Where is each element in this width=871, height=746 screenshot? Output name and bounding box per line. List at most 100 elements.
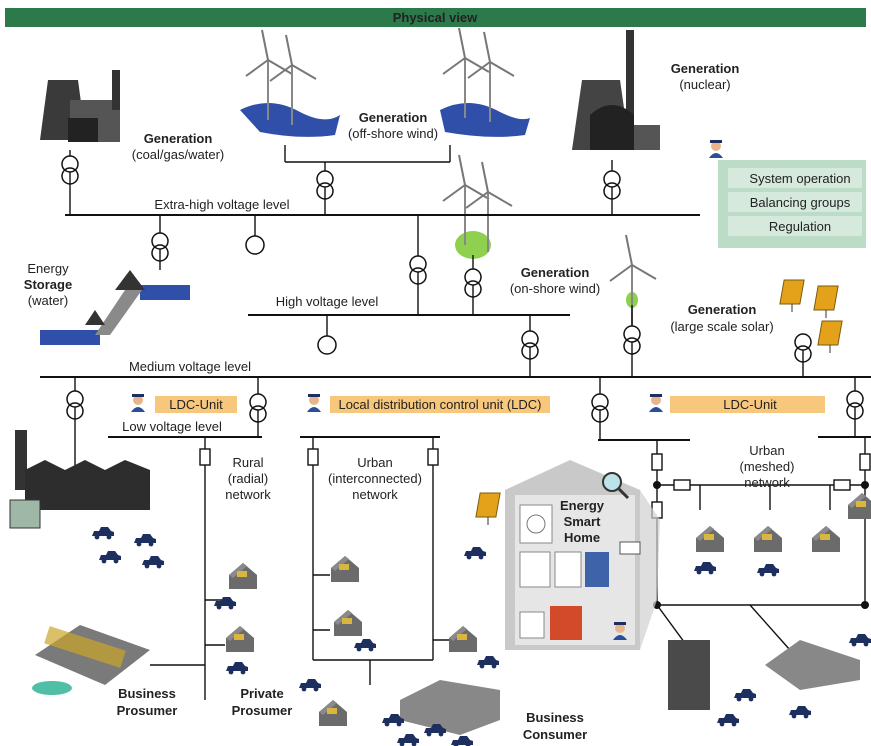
ldc-bars-part xyxy=(307,394,321,412)
buildings-part xyxy=(812,526,840,552)
connections-part xyxy=(861,601,869,609)
connections-part xyxy=(653,481,661,489)
solar-plants-part xyxy=(780,280,804,312)
vehicles-part xyxy=(214,597,236,609)
wind-turbines-part xyxy=(610,235,656,325)
label: Generation xyxy=(688,302,757,317)
smart-home-part xyxy=(464,547,486,559)
connections-part xyxy=(861,481,869,489)
smart-home-part xyxy=(555,552,581,587)
label: Prosumer xyxy=(117,703,178,718)
label: Generation xyxy=(359,110,428,125)
storage-part xyxy=(85,310,105,325)
storage-part xyxy=(40,330,100,345)
wind-turbines-part xyxy=(443,28,489,118)
buildings-part xyxy=(32,681,72,695)
ldc-bars-part xyxy=(649,394,663,412)
label: Regulation xyxy=(769,219,831,234)
storage-part xyxy=(115,270,145,290)
smart-home-part xyxy=(520,612,544,638)
label: (large scale solar) xyxy=(670,319,773,334)
buildings-part xyxy=(765,640,860,690)
buildings-part xyxy=(848,493,871,519)
wind-turbines-part xyxy=(240,103,340,137)
label: (off-shore wind) xyxy=(348,126,438,141)
connections-part xyxy=(246,236,264,254)
label: Extra-high voltage level xyxy=(154,197,289,212)
solar-plants-part xyxy=(818,321,842,353)
buildings-part xyxy=(449,626,477,652)
power-plants-part xyxy=(634,125,660,150)
solar-plants-part xyxy=(814,286,838,318)
label: (meshed) xyxy=(740,459,795,474)
label: System operation xyxy=(749,171,850,186)
smart-home-part xyxy=(476,493,500,525)
label: Low voltage level xyxy=(122,419,222,434)
vehicles-part xyxy=(477,656,499,668)
label: (coal/gas/water) xyxy=(132,147,224,162)
buildings-part xyxy=(331,556,359,582)
connections-part xyxy=(834,480,850,490)
buildings-part xyxy=(319,700,347,726)
vehicles-part xyxy=(226,662,248,674)
vehicles-part xyxy=(142,556,164,568)
vehicles-part xyxy=(717,714,739,726)
wind-turbines-part xyxy=(440,103,530,137)
label: Urban xyxy=(357,455,392,470)
power-plants-part xyxy=(590,105,634,150)
label: High voltage level xyxy=(276,294,379,309)
buildings-part xyxy=(400,680,500,735)
wind-turbines-part xyxy=(443,155,489,245)
buildings-part xyxy=(229,563,257,589)
label: Local distribution control unit (LDC) xyxy=(338,397,541,412)
label: Energy xyxy=(560,498,605,513)
smart-home xyxy=(464,460,660,650)
label: Business xyxy=(118,686,176,701)
label: network xyxy=(744,475,790,490)
power-plants-part xyxy=(112,70,120,110)
vehicles-part xyxy=(694,562,716,574)
label: Generation xyxy=(144,131,213,146)
buildings-part xyxy=(754,526,782,552)
label: Urban xyxy=(749,443,784,458)
buildings-part xyxy=(696,526,724,552)
label: network xyxy=(352,487,398,502)
connections-part xyxy=(674,480,690,490)
label: Medium voltage level xyxy=(129,359,251,374)
smart-home-part xyxy=(603,473,621,491)
physical-view-diagram: Physical viewGeneration(coal/gas/water)G… xyxy=(0,0,871,746)
storage-part xyxy=(95,290,142,335)
vehicles-part xyxy=(397,734,419,746)
connections-part xyxy=(200,449,210,465)
vehicles-part xyxy=(92,527,114,539)
buildings-part xyxy=(25,460,150,510)
label: (on-shore wind) xyxy=(510,281,600,296)
ldc-bars-part xyxy=(131,394,145,412)
vehicles-part xyxy=(789,706,811,718)
connections-part xyxy=(428,449,438,465)
vehicles-part xyxy=(849,634,871,646)
smart-home-part xyxy=(520,552,550,587)
label: network xyxy=(225,487,271,502)
connections-part xyxy=(308,449,318,465)
label: (radial) xyxy=(228,471,268,486)
vehicles-part xyxy=(451,736,473,746)
smart-home-part xyxy=(620,542,640,554)
vehicles-part xyxy=(734,689,756,701)
buildings-part xyxy=(226,626,254,652)
connections-part xyxy=(652,454,662,470)
vehicles-part xyxy=(354,639,376,651)
storage-part xyxy=(140,285,190,300)
label: Business xyxy=(526,710,584,725)
label: Energy xyxy=(27,261,69,276)
label: Rural xyxy=(232,455,263,470)
label: (water) xyxy=(28,293,68,308)
label: LDC-Unit xyxy=(169,397,223,412)
label: (nuclear) xyxy=(679,77,730,92)
power-plants-part xyxy=(68,118,98,142)
label: Private xyxy=(240,686,283,701)
buildings-part xyxy=(668,640,710,710)
label: Generation xyxy=(671,61,740,76)
vehicles-part xyxy=(299,679,321,691)
label: Physical view xyxy=(393,10,478,25)
